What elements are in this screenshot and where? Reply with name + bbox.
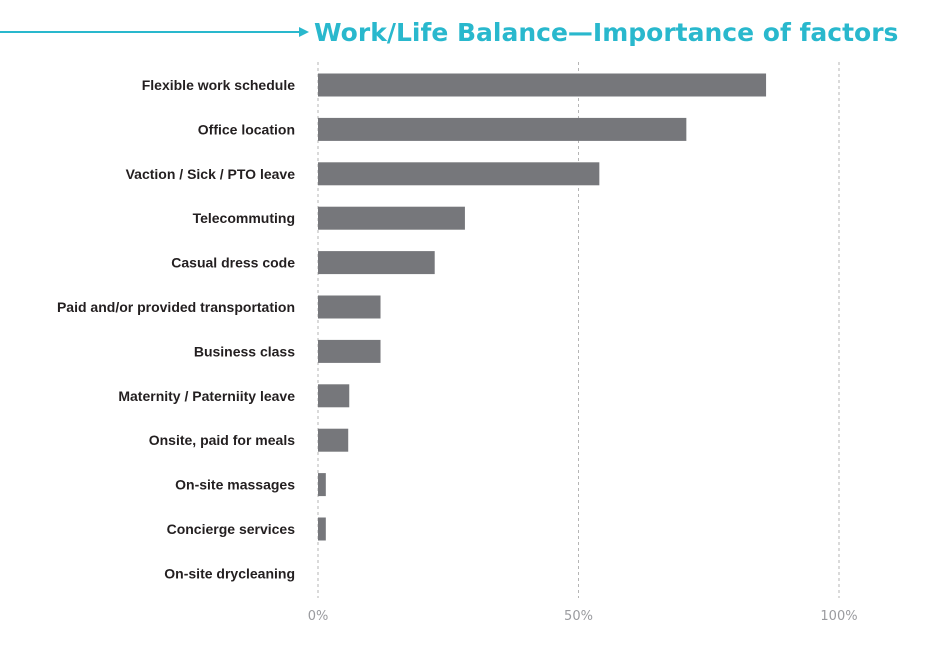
bar: [318, 162, 600, 186]
bar: [318, 206, 465, 230]
category-labels: Flexible work schedule Office location Vac…: [57, 77, 295, 581]
bar: [318, 339, 381, 363]
category-label: Flexible work schedule: [142, 77, 295, 93]
category-label: Paid and/or provided transportation: [57, 299, 295, 315]
category-label: Business class: [194, 343, 295, 359]
bar: [318, 295, 381, 319]
bar: [318, 251, 435, 275]
x-axis-ticks: 0% 50% 100%: [308, 609, 858, 624]
bar: [318, 517, 326, 541]
bar: [318, 73, 767, 97]
category-label: On-site massages: [175, 477, 295, 493]
category-label: Maternity / Paterniity leave: [118, 388, 295, 404]
category-label: Casual dress code: [171, 255, 295, 271]
title-arrow-head-icon: [299, 27, 309, 37]
bar: [318, 428, 349, 452]
x-tick-label: 100%: [820, 609, 857, 624]
x-tick-label: 0%: [308, 609, 329, 624]
bars: [318, 73, 767, 541]
bar: [318, 473, 326, 497]
category-label: Concierge services: [167, 521, 296, 537]
category-label: On-site drycleaning: [164, 565, 295, 581]
category-label: Telecommuting: [193, 210, 295, 226]
category-label: Onsite, paid for meals: [149, 432, 295, 448]
bar: [318, 117, 687, 141]
x-tick-label: 50%: [564, 609, 593, 624]
chart-title: Work/Life Balance—Importance of factors: [314, 18, 898, 47]
category-label: Office location: [198, 121, 295, 137]
bar: [318, 384, 350, 408]
category-label: Vaction / Sick / PTO leave: [126, 166, 296, 182]
gridlines: [317, 62, 840, 598]
